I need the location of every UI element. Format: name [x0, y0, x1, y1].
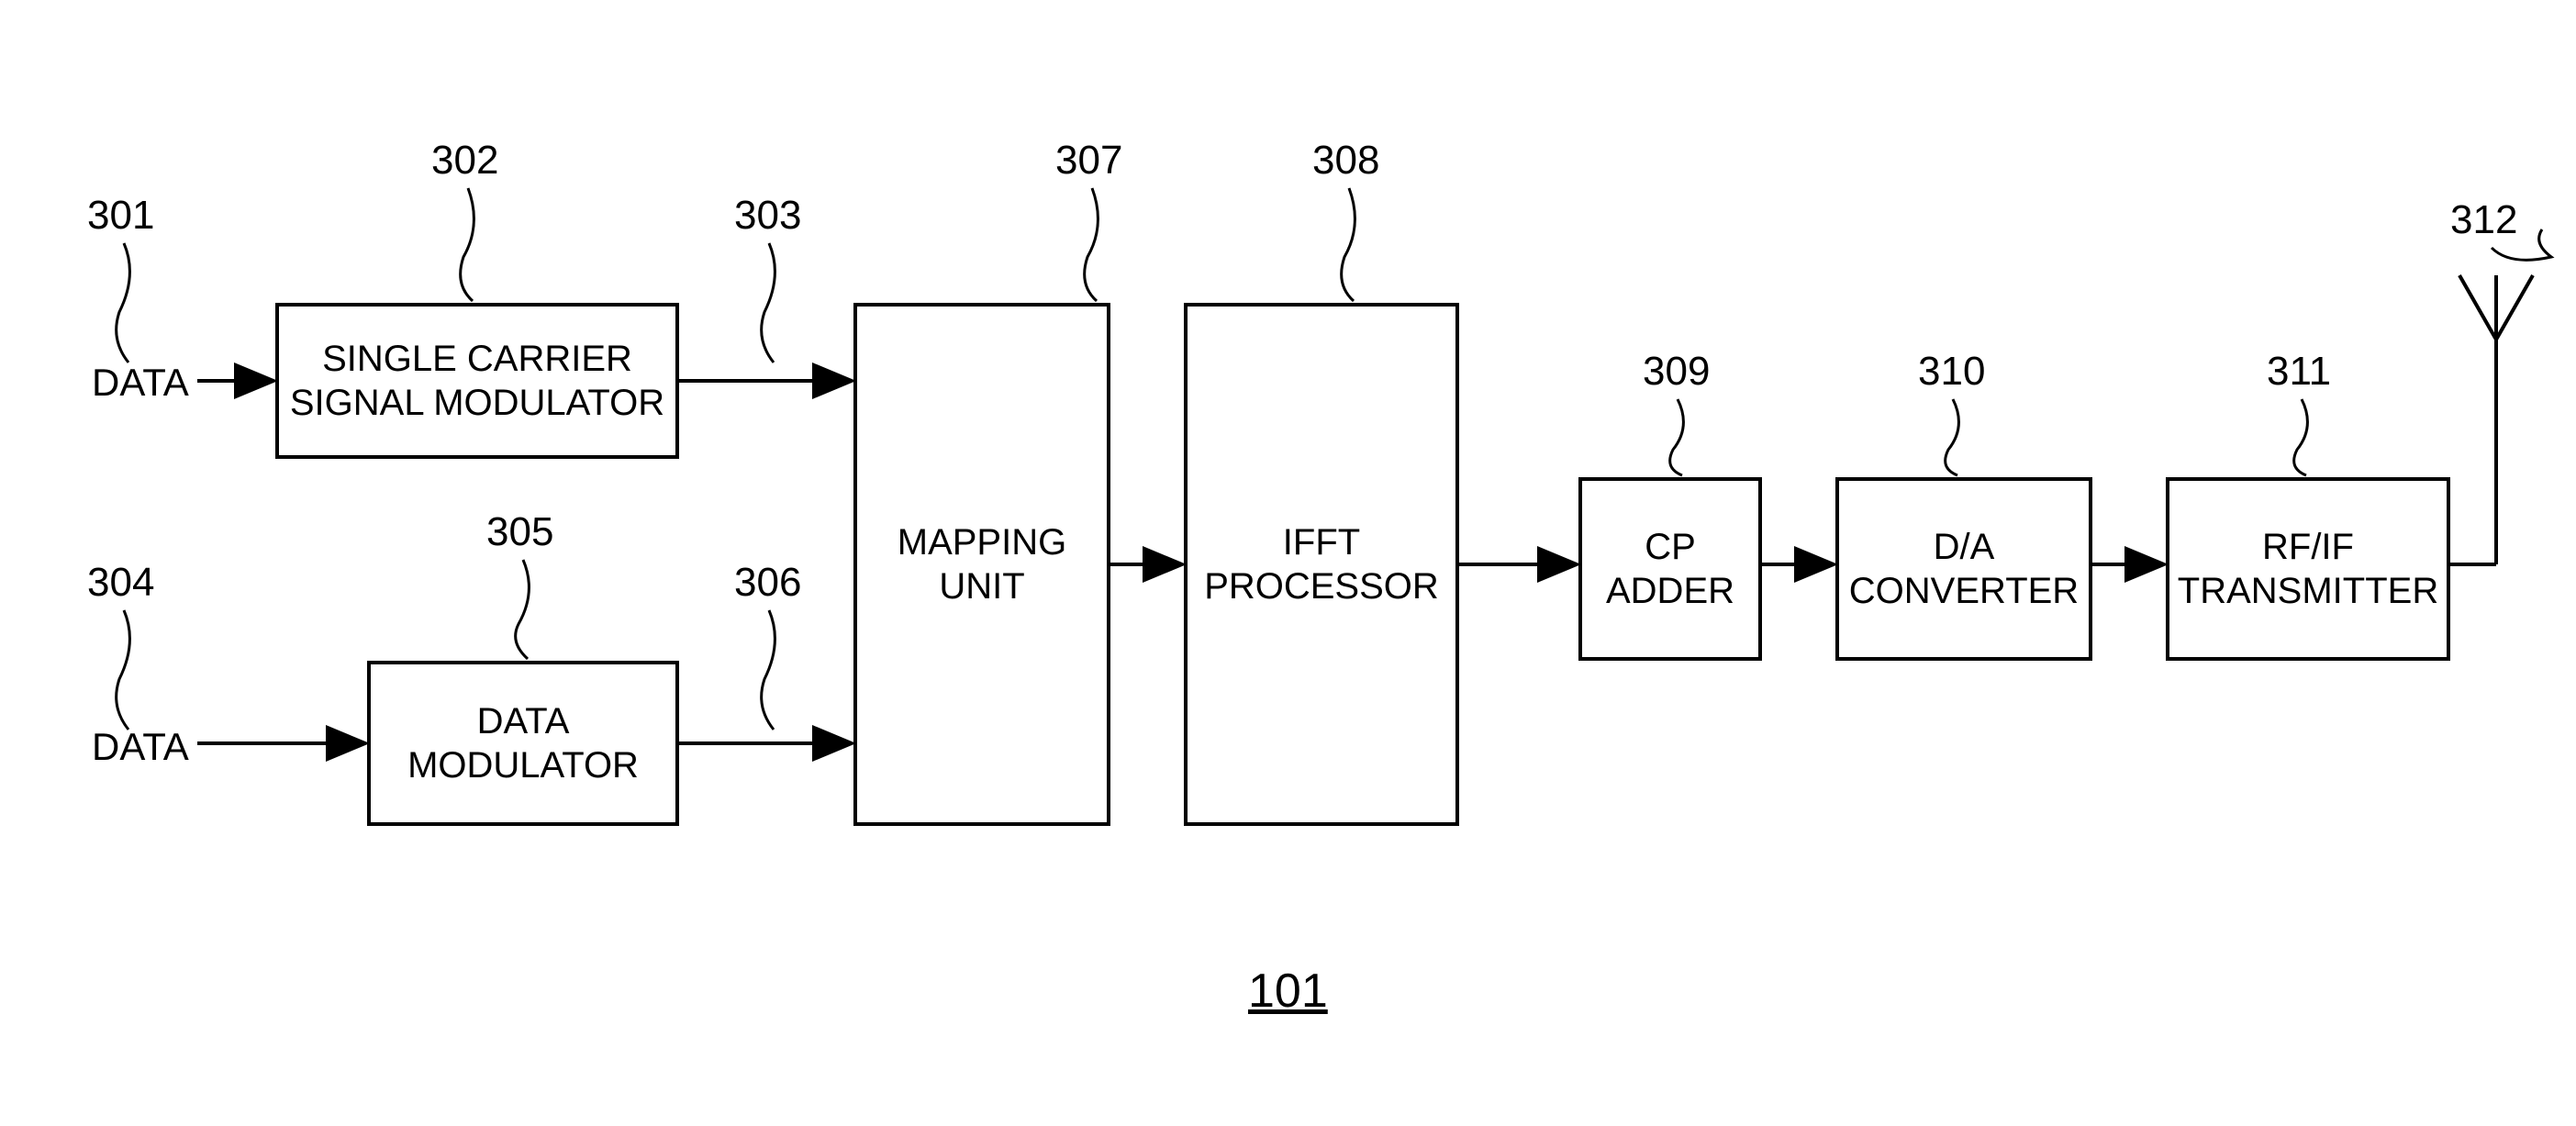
squiggle-302: [461, 188, 474, 301]
cp-adder-block: CPADDER: [1578, 477, 1762, 661]
da-converter-block: D/ACONVERTER: [1835, 477, 2092, 661]
ref-310: 310: [1918, 349, 1985, 395]
squiggle-308: [1342, 188, 1355, 301]
ref-307: 307: [1055, 138, 1122, 184]
data-modulator-block: DATAMODULATOR: [367, 661, 679, 826]
figure-number: 101: [1248, 964, 1328, 1019]
block-label: CPADDER: [1606, 525, 1734, 613]
single-carrier-modulator-block: SINGLE CARRIERSIGNAL MODULATOR: [275, 303, 679, 459]
block-label: MAPPINGUNIT: [898, 520, 1066, 608]
ifft-processor-block: IFFTPROCESSOR: [1184, 303, 1459, 826]
squiggle-310: [1946, 399, 1959, 475]
block-label: IFFTPROCESSOR: [1204, 520, 1439, 608]
squiggle-307: [1085, 188, 1098, 301]
squiggle-301: [117, 243, 130, 362]
block-label: RF/IFTRANSMITTER: [2178, 525, 2438, 613]
ref-303: 303: [734, 193, 801, 239]
squiggle-311: [2294, 399, 2308, 475]
squiggle-309: [1670, 399, 1684, 475]
squiggle-304: [117, 610, 130, 730]
ref-306: 306: [734, 560, 801, 606]
block-label: DATAMODULATOR: [407, 699, 639, 787]
antenna-icon: [2459, 275, 2533, 340]
block-label: SINGLE CARRIERSIGNAL MODULATOR: [290, 337, 664, 425]
data-input-2: DATA: [92, 725, 189, 769]
ref-309: 309: [1643, 349, 1710, 395]
rfif-transmitter-block: RF/IFTRANSMITTER: [2166, 477, 2450, 661]
block-label: D/ACONVERTER: [1849, 525, 2079, 613]
ref-301: 301: [87, 193, 154, 239]
ref-308: 308: [1312, 138, 1379, 184]
mapping-unit-block: MAPPINGUNIT: [853, 303, 1110, 826]
squiggle-305: [516, 560, 530, 659]
ref-302: 302: [431, 138, 498, 184]
ref-312: 312: [2450, 197, 2517, 243]
data-input-1: DATA: [92, 361, 189, 405]
ref-305: 305: [486, 509, 553, 555]
block-diagram: SINGLE CARRIERSIGNAL MODULATOR DATAMODUL…: [0, 0, 2576, 1126]
ref-311: 311: [2267, 349, 2331, 395]
squiggle-303: [762, 243, 775, 362]
squiggle-306: [762, 610, 775, 730]
ref-304: 304: [87, 560, 154, 606]
